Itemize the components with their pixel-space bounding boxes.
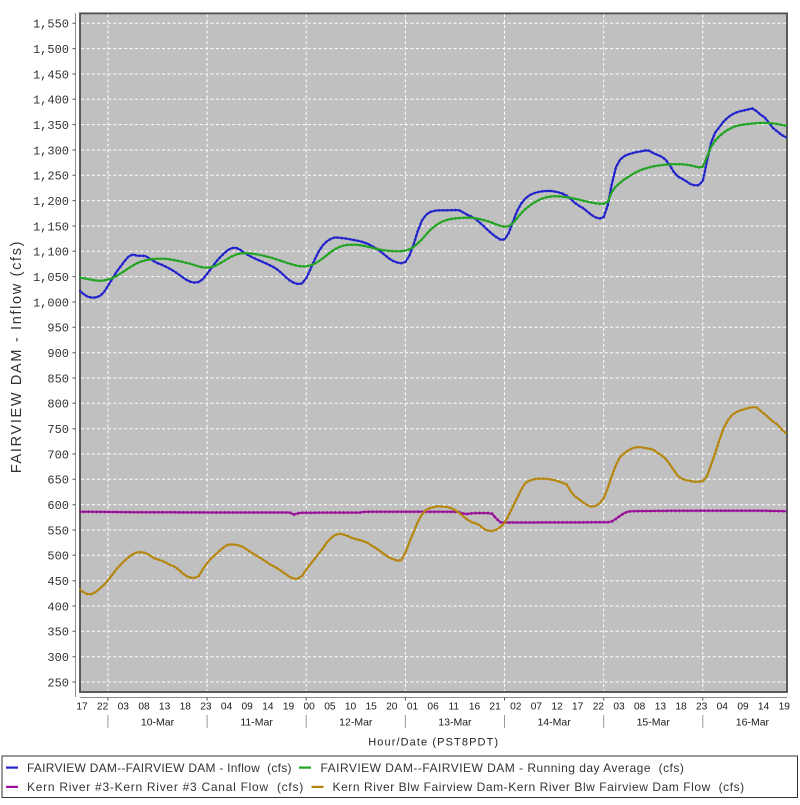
svg-text:04: 04 bbox=[221, 701, 233, 712]
svg-text:04: 04 bbox=[717, 701, 729, 712]
svg-text:300: 300 bbox=[47, 651, 69, 665]
svg-text:700: 700 bbox=[47, 448, 69, 462]
svg-text:250: 250 bbox=[47, 676, 69, 690]
svg-text:11: 11 bbox=[449, 701, 460, 712]
svg-text:950: 950 bbox=[47, 322, 69, 336]
svg-text:20: 20 bbox=[386, 701, 398, 712]
svg-text:22: 22 bbox=[593, 701, 605, 712]
svg-text:600: 600 bbox=[47, 499, 69, 513]
svg-text:16: 16 bbox=[469, 701, 481, 712]
svg-text:1,200: 1,200 bbox=[33, 195, 69, 209]
svg-text:1,150: 1,150 bbox=[33, 220, 69, 234]
svg-text:Kern River #3-Kern River #3 Ca: Kern River #3-Kern River #3 Canal Flow (… bbox=[27, 780, 304, 794]
svg-text:12-Mar: 12-Mar bbox=[339, 716, 373, 728]
svg-text:1,500: 1,500 bbox=[33, 43, 69, 57]
svg-text:07: 07 bbox=[531, 701, 543, 712]
svg-text:Kern River Blw Fairview Dam-Ke: Kern River Blw Fairview Dam-Kern River B… bbox=[333, 780, 745, 794]
svg-text:05: 05 bbox=[324, 701, 336, 712]
svg-text:03: 03 bbox=[613, 701, 625, 712]
svg-text:1,050: 1,050 bbox=[33, 271, 69, 285]
svg-text:1,250: 1,250 bbox=[33, 170, 69, 184]
svg-text:850: 850 bbox=[47, 372, 69, 386]
svg-text:650: 650 bbox=[47, 474, 69, 488]
svg-text:08: 08 bbox=[634, 701, 646, 712]
svg-text:09: 09 bbox=[737, 701, 749, 712]
svg-text:23: 23 bbox=[696, 701, 708, 712]
svg-text:1,550: 1,550 bbox=[33, 18, 69, 32]
svg-text:21: 21 bbox=[489, 701, 501, 712]
svg-text:17: 17 bbox=[76, 701, 88, 712]
svg-text:1,100: 1,100 bbox=[33, 246, 69, 260]
svg-text:750: 750 bbox=[47, 423, 69, 437]
svg-text:1,350: 1,350 bbox=[33, 119, 69, 133]
svg-text:19: 19 bbox=[779, 701, 791, 712]
svg-text:11-Mar: 11-Mar bbox=[240, 716, 273, 728]
svg-text:FAIRVIEW DAM - Inflow (cfs): FAIRVIEW DAM - Inflow (cfs) bbox=[9, 240, 25, 473]
svg-text:17: 17 bbox=[572, 701, 584, 712]
svg-text:10: 10 bbox=[345, 701, 357, 712]
svg-text:FAIRVIEW DAM--FAIRVIEW DAM - I: FAIRVIEW DAM--FAIRVIEW DAM - Inflow (cfs… bbox=[27, 761, 292, 775]
svg-text:09: 09 bbox=[242, 701, 254, 712]
svg-text:13: 13 bbox=[655, 701, 667, 712]
svg-text:1,450: 1,450 bbox=[33, 68, 69, 82]
svg-text:15: 15 bbox=[366, 701, 378, 712]
svg-text:12: 12 bbox=[551, 701, 563, 712]
svg-text:22: 22 bbox=[97, 701, 109, 712]
svg-text:Hour/Date (PST8PDT): Hour/Date (PST8PDT) bbox=[368, 737, 499, 749]
svg-text:550: 550 bbox=[47, 524, 69, 538]
svg-text:06: 06 bbox=[427, 701, 439, 712]
svg-text:FAIRVIEW DAM--FAIRVIEW DAM - R: FAIRVIEW DAM--FAIRVIEW DAM - Running day… bbox=[321, 761, 685, 775]
svg-text:00: 00 bbox=[304, 701, 316, 712]
svg-text:23: 23 bbox=[200, 701, 212, 712]
svg-text:450: 450 bbox=[47, 575, 69, 589]
svg-text:13: 13 bbox=[159, 701, 171, 712]
svg-text:14: 14 bbox=[758, 701, 770, 712]
svg-text:1,300: 1,300 bbox=[33, 144, 69, 158]
svg-text:14-Mar: 14-Mar bbox=[537, 716, 571, 728]
svg-text:1,400: 1,400 bbox=[33, 94, 69, 108]
svg-text:14: 14 bbox=[262, 701, 274, 712]
svg-text:800: 800 bbox=[47, 398, 69, 412]
svg-text:500: 500 bbox=[47, 550, 69, 564]
svg-text:15-Mar: 15-Mar bbox=[637, 716, 671, 728]
svg-text:02: 02 bbox=[510, 701, 522, 712]
svg-text:1,000: 1,000 bbox=[33, 296, 69, 310]
svg-text:03: 03 bbox=[118, 701, 130, 712]
svg-text:10-Mar: 10-Mar bbox=[141, 716, 175, 728]
svg-text:08: 08 bbox=[138, 701, 150, 712]
svg-text:19: 19 bbox=[283, 701, 295, 712]
svg-text:01: 01 bbox=[407, 701, 419, 712]
svg-text:18: 18 bbox=[180, 701, 192, 712]
svg-text:900: 900 bbox=[47, 347, 69, 361]
svg-text:400: 400 bbox=[47, 600, 69, 614]
svg-text:13-Mar: 13-Mar bbox=[438, 716, 472, 728]
svg-text:350: 350 bbox=[47, 626, 69, 640]
svg-text:18: 18 bbox=[675, 701, 687, 712]
svg-text:16-Mar: 16-Mar bbox=[736, 716, 770, 728]
